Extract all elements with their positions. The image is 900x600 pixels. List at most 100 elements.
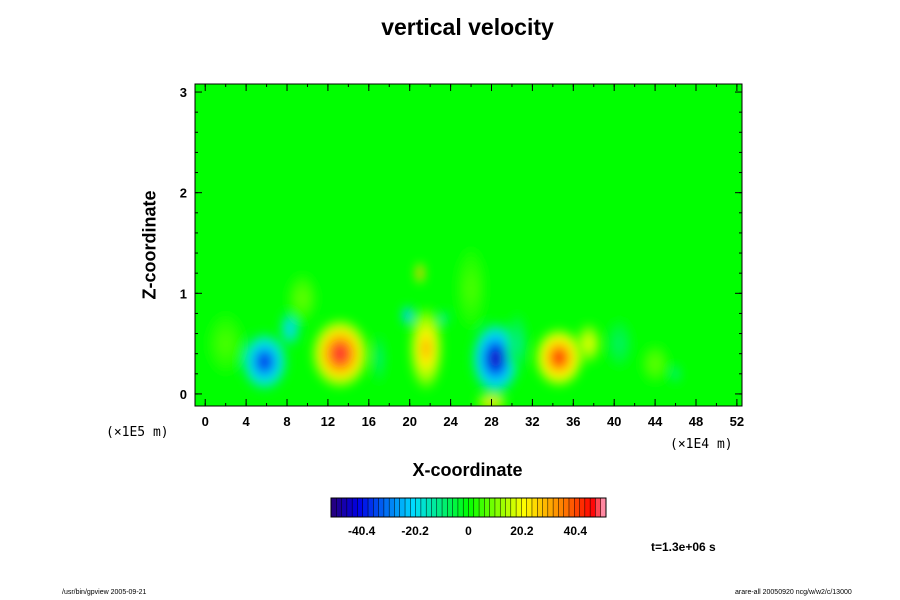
colorbar-segment: [426, 498, 432, 517]
x-tick-label: 24: [443, 414, 458, 429]
colorbar-segment: [457, 498, 464, 517]
x-tick-label: 36: [566, 414, 580, 429]
colorbar-segment: [473, 498, 480, 517]
velocity-cell: [418, 270, 421, 276]
colorbar-segment: [542, 498, 549, 517]
colorbar-segment: [368, 498, 374, 517]
velocity-cell: [585, 338, 592, 349]
colorbar-segment: [410, 498, 416, 517]
y-axis-scale-label: (×1E5 m): [106, 425, 169, 440]
colorbar-segment: [590, 498, 596, 517]
colorbar-segment: [394, 498, 401, 517]
velocity-cell: [514, 336, 520, 352]
colorbar-segment: [447, 498, 453, 517]
colorbar-segment: [405, 498, 411, 517]
colorbar-segment: [373, 498, 379, 517]
velocity-cell: [377, 352, 381, 365]
x-axis-label: X-coordinate: [412, 460, 523, 480]
colorbar-segment: [600, 498, 607, 517]
velocity-cell: [615, 337, 623, 350]
colorbar-segment: [595, 498, 602, 517]
time-annotation: t=1.3e+06 s: [651, 540, 716, 554]
footer-file-label: arare-all 20050920 ncg/w/w2/c/13000: [735, 589, 852, 596]
x-tick-label: 28: [484, 414, 498, 429]
footer-program-label: /usr/bin/gpview 2005-09-21: [62, 589, 147, 596]
colorbar-segment: [579, 498, 586, 517]
colorbar-segment: [383, 498, 390, 517]
velocity-cell: [421, 338, 431, 359]
colorbar-frame: [330, 497, 607, 518]
colorbar-segment: [415, 498, 422, 517]
colorbar-segment: [537, 498, 543, 517]
colorbar-segment: [346, 498, 353, 517]
colorbar-segment: [352, 498, 358, 517]
plot-frame: [194, 83, 743, 407]
colorbar-segment: [468, 498, 475, 517]
colorbar-segment: [516, 498, 522, 517]
x-tick-label: 32: [525, 414, 539, 429]
velocity-cell: [221, 336, 231, 352]
colorbar-segment: [399, 498, 406, 517]
y-tick-label: 0: [180, 387, 187, 402]
colorbar-tick-label: 0: [465, 524, 472, 538]
x-tick-label: 48: [689, 414, 703, 429]
velocity-cell: [333, 345, 348, 362]
colorbar-segment: [563, 498, 570, 517]
colorbar-segment: [500, 498, 506, 517]
colorbar-segment: [479, 498, 485, 517]
colorbar-segment: [336, 498, 342, 517]
colorbar-segment: [420, 498, 427, 517]
colorbar-segment: [331, 498, 337, 517]
velocity-cell: [467, 278, 475, 299]
x-tick-label: 0: [202, 414, 209, 429]
colorbar-segment: [389, 498, 395, 517]
x-tick-label: 4: [243, 414, 251, 429]
colorbar-segment: [463, 498, 469, 517]
colorbar-tick-label: 40.4: [564, 524, 588, 538]
colorbar-segment: [494, 498, 501, 517]
x-axis-scale-label: (×1E4 m): [670, 437, 733, 452]
colorbar-segment: [452, 498, 459, 517]
colorbar-tick-label: -20.2: [401, 524, 429, 538]
y-tick-label: 3: [180, 85, 187, 100]
x-tick-label: 12: [321, 414, 335, 429]
x-tick-label: 8: [283, 414, 290, 429]
colorbar-segment: [436, 498, 443, 517]
colorbar-segment: [526, 498, 533, 517]
y-tick-label: 2: [180, 186, 187, 201]
x-tick-label: 20: [402, 414, 416, 429]
colorbar-segment: [531, 498, 538, 517]
colorbar-segment: [547, 498, 554, 517]
colorbar-segment: [510, 498, 517, 517]
colorbar-segment: [553, 498, 559, 517]
colorbar: -40.4 -20.2 0 20.2 40.4: [330, 497, 607, 538]
colorbar-tick-label: 20.2: [510, 524, 534, 538]
y-tick-label: 1: [180, 286, 187, 301]
colorbar-segment: [362, 498, 369, 517]
colorbar-segment: [484, 498, 490, 517]
x-tick-label: 16: [362, 414, 376, 429]
x-tick-label: 52: [730, 414, 744, 429]
colorbar-segment: [357, 498, 364, 517]
colorbar-segment: [378, 498, 385, 517]
x-tick-label: 44: [648, 414, 663, 429]
colorbar-segment: [584, 498, 591, 517]
colorbar-segment: [505, 498, 512, 517]
colorbar-tick-label: -40.4: [348, 524, 376, 538]
colorbar-segment: [568, 498, 575, 517]
plot-area: [195, 84, 742, 406]
velocity-cell: [489, 349, 502, 368]
velocity-cell: [406, 312, 410, 318]
velocity-cell: [442, 316, 445, 321]
colorbar-segment: [558, 498, 564, 517]
chart-title: vertical velocity: [381, 14, 554, 40]
colorbar-segment: [341, 498, 348, 517]
velocity-cell: [651, 358, 659, 369]
velocity-cell: [298, 292, 307, 305]
velocity-cell: [553, 350, 565, 365]
colorbar-segment: [442, 498, 448, 517]
velocity-cell: [258, 354, 271, 369]
velocity-cell: [287, 323, 293, 334]
